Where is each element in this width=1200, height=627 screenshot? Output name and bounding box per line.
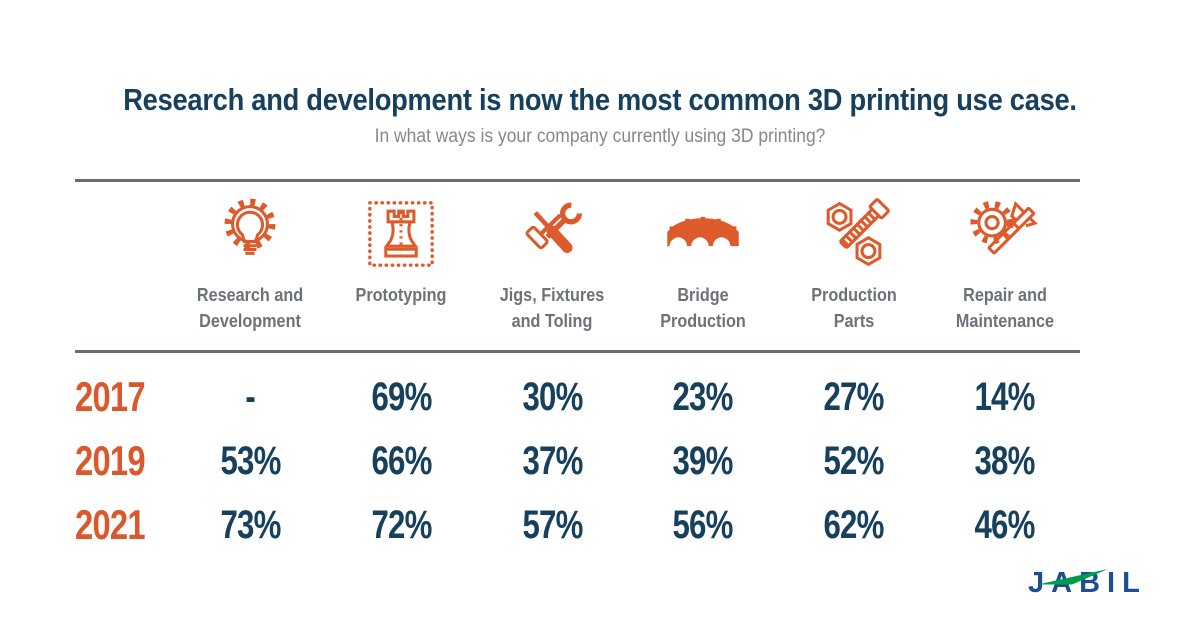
- value-cell: 30%: [522, 374, 583, 419]
- value-cell: 14%: [974, 374, 1036, 419]
- table-row-2019: 2019 53% 66% 37% 39% 52% 38%: [75, 429, 1080, 493]
- data-table: Research and Development Prototyping: [75, 179, 1080, 557]
- gear-caliper-icon: [969, 200, 1038, 255]
- value-cell: -: [245, 374, 256, 419]
- bolt-nuts-icon: [826, 198, 890, 267]
- year-label: 2019: [75, 437, 146, 485]
- value-cell: 73%: [220, 502, 281, 547]
- value-cell: 27%: [823, 374, 885, 419]
- column-label: Prototyping: [355, 285, 447, 305]
- column-header-repair-maintenance: Repair and Maintenance: [929, 196, 1080, 334]
- column-label: Production Parts: [810, 285, 897, 332]
- table-row-2017: 2017 - 69% 30% 23% 27% 14%: [75, 365, 1080, 429]
- value-cell: 62%: [823, 502, 885, 547]
- column-label: Bridge Production: [660, 285, 746, 332]
- year-label: 2021: [75, 501, 146, 549]
- jabil-logo-icon: JABIL: [1028, 567, 1140, 599]
- value-cell: 38%: [974, 438, 1036, 483]
- jabil-logo: JABIL: [1026, 562, 1166, 605]
- page-title: Research and development is now the most…: [123, 82, 1077, 117]
- value-cell: 53%: [220, 438, 281, 483]
- corner-spacer: [75, 196, 175, 334]
- table-row-2021: 2021 73% 72% 57% 56% 62% 46%: [75, 493, 1080, 557]
- value-cell: 69%: [371, 374, 432, 419]
- column-header-jigs-fixtures: Jigs, Fixtures and Toling: [477, 196, 628, 334]
- value-cell: 66%: [371, 438, 432, 483]
- value-cell: 72%: [371, 502, 432, 547]
- value-cell: 56%: [672, 502, 734, 547]
- rook-prototype-icon: [368, 201, 435, 267]
- value-cell: 46%: [974, 502, 1036, 547]
- header-row: Research and Development Prototyping: [75, 179, 1080, 354]
- column-header-production-parts: Production Parts: [778, 196, 929, 334]
- table-body: 2017 - 69% 30% 23% 27% 14% 2019 53% 66% …: [75, 353, 1080, 557]
- column-label: Repair and Maintenance: [955, 285, 1054, 332]
- column-header-prototyping: Prototyping: [326, 196, 477, 334]
- column-header-research-development: Research and Development: [175, 196, 326, 334]
- year-label: 2017: [75, 373, 146, 421]
- value-cell: 39%: [672, 438, 734, 483]
- column-header-bridge-production: Bridge Production: [627, 196, 778, 334]
- column-label: Research and Development: [197, 285, 304, 332]
- jabil-swoosh-icon: [1038, 569, 1108, 585]
- value-cell: 23%: [672, 374, 734, 419]
- value-cell: 52%: [823, 438, 885, 483]
- value-cell: 57%: [522, 502, 583, 547]
- crossed-tools-icon: [525, 202, 583, 253]
- page-subtitle: In what ways is your company currently u…: [374, 126, 826, 147]
- bridge-icon: [667, 216, 739, 247]
- column-label: Jigs, Fixtures and Toling: [499, 285, 605, 332]
- value-cell: 37%: [522, 438, 583, 483]
- bulb-gear-icon: [224, 198, 276, 255]
